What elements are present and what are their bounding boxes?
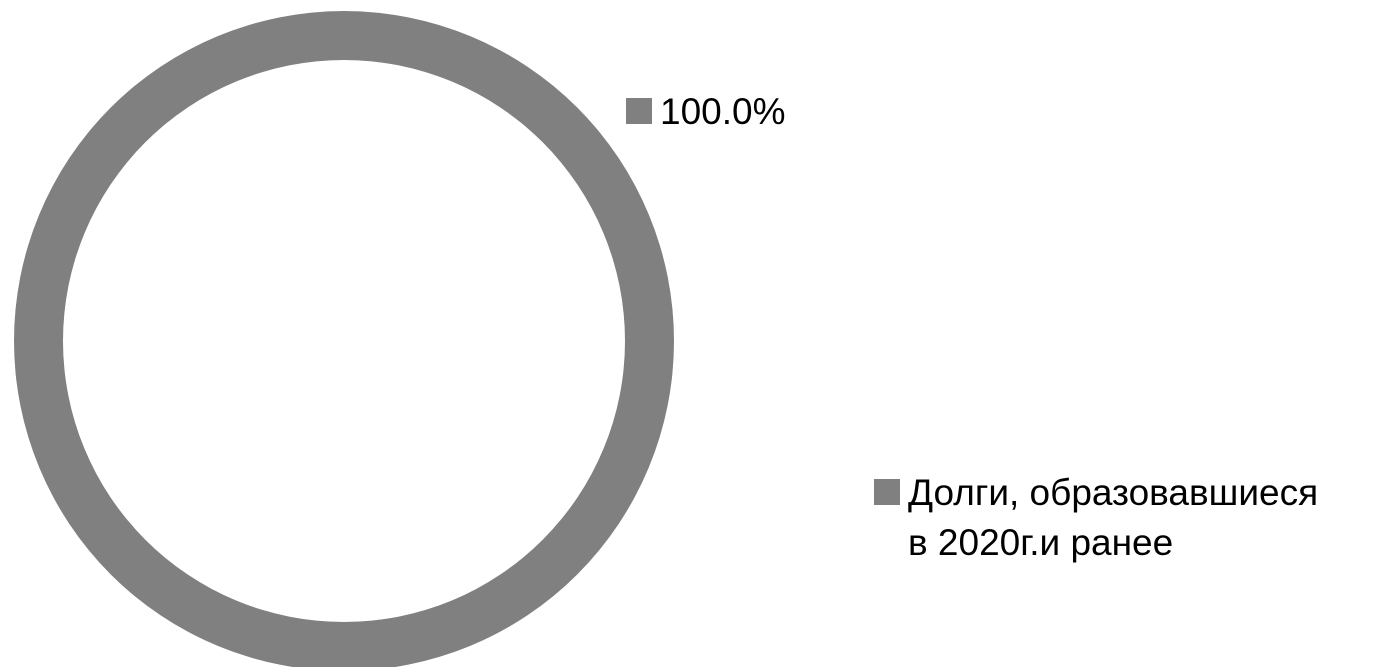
legend-label-percentage: 100.0% — [660, 91, 786, 132]
legend-swatch-square-icon — [874, 479, 900, 505]
legend-entry-series: Долги, образовавшиеся в 2020г.и ранее — [874, 468, 1400, 568]
donut-slices — [14, 11, 674, 667]
legend-entry-percentage: 100.0% — [626, 87, 786, 137]
legend-label-series: Долги, образовавшиеся в 2020г.и ранее — [908, 472, 1319, 563]
legend-swatch-square-icon — [626, 98, 652, 124]
donut-slice-0 — [14, 11, 674, 667]
